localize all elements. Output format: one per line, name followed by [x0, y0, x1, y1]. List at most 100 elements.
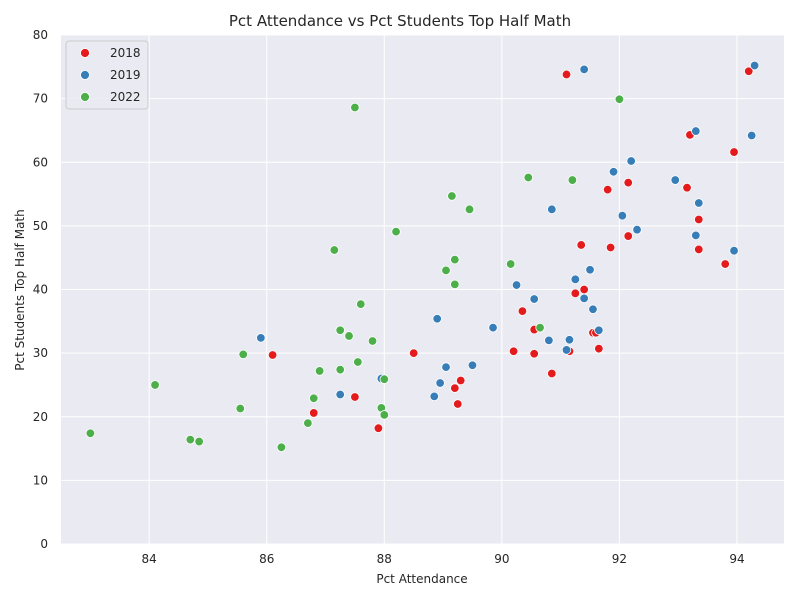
data-point-2019: [441, 362, 451, 372]
data-point-2018: [309, 408, 319, 418]
legend-label-2022: 2022: [110, 90, 141, 104]
data-point-2022: [150, 380, 160, 390]
data-point-2022: [303, 418, 313, 428]
data-point-2018: [508, 346, 519, 356]
legend-marker-2018: [80, 48, 90, 58]
y-tick-label: 50: [33, 219, 48, 233]
data-point-2018: [547, 368, 557, 379]
data-point-2019: [570, 274, 581, 285]
data-point-2018: [744, 66, 754, 76]
data-point-2019: [594, 325, 604, 335]
x-tick-label: 86: [259, 552, 274, 566]
data-point-2019: [435, 378, 445, 388]
y-tick-label: 10: [33, 473, 48, 487]
data-point-2019: [256, 333, 266, 343]
data-point-2019: [691, 126, 701, 136]
data-point-2019: [488, 322, 498, 333]
data-point-2022: [614, 94, 625, 104]
data-point-2022: [450, 279, 460, 290]
data-point-2019: [564, 335, 575, 345]
y-tick-label: 60: [33, 155, 48, 169]
data-point-2018: [623, 231, 633, 241]
data-point-2018: [373, 423, 384, 433]
data-point-2019: [467, 360, 478, 370]
data-point-2019: [608, 167, 619, 177]
data-point-2022: [447, 191, 457, 201]
data-point-2019: [529, 294, 539, 304]
y-tick-label: 80: [33, 28, 48, 42]
data-point-2018: [453, 399, 463, 409]
legend: 2018 2019 2022: [65, 40, 149, 110]
data-point-2018: [682, 182, 692, 193]
x-tick-label: 92: [612, 552, 627, 566]
x-tick-label: 90: [494, 552, 509, 566]
data-point-2019: [617, 210, 628, 221]
data-point-2022: [329, 245, 340, 255]
legend-box: [65, 40, 149, 110]
data-point-2022: [309, 393, 319, 403]
data-point-2018: [594, 343, 604, 354]
data-point-2018: [602, 184, 613, 195]
chart-title: Pct Attendance vs Pct Students Top Half …: [229, 12, 571, 30]
data-point-2022: [235, 403, 245, 414]
data-points: [85, 60, 760, 452]
data-point-2019: [746, 130, 757, 141]
data-point-2022: [344, 331, 354, 341]
data-point-2019: [511, 280, 522, 290]
data-point-2019: [429, 391, 439, 402]
data-point-2018: [579, 284, 589, 295]
data-point-2019: [632, 224, 642, 235]
data-point-2022: [85, 428, 96, 438]
data-point-2019: [547, 204, 557, 215]
data-point-2022: [505, 259, 516, 269]
data-point-2019: [670, 175, 680, 185]
data-point-2018: [576, 240, 586, 250]
data-point-2019: [694, 198, 704, 208]
grid-lines: [61, 34, 784, 545]
data-point-2019: [729, 245, 739, 256]
x-tick-label: 94: [729, 552, 744, 566]
y-tick-label: 20: [33, 410, 48, 424]
data-point-2022: [276, 442, 287, 452]
data-point-2018: [450, 383, 460, 393]
data-point-2018: [561, 69, 572, 80]
data-point-2022: [379, 374, 389, 384]
x-axis-label: Pct Attendance: [376, 572, 467, 586]
y-tick-label: 0: [40, 537, 48, 551]
data-point-2018: [350, 392, 360, 402]
data-point-2018: [694, 244, 704, 255]
data-point-2019: [749, 60, 760, 71]
data-point-2022: [391, 226, 401, 237]
y-tick-label: 40: [33, 283, 48, 297]
data-point-2022: [367, 336, 378, 346]
data-point-2019: [579, 64, 589, 75]
data-point-2019: [432, 314, 442, 324]
data-point-2022: [379, 410, 389, 420]
data-point-2019: [626, 156, 636, 166]
y-tick-label: 30: [33, 346, 48, 360]
data-point-2018: [570, 288, 581, 299]
data-point-2018: [605, 242, 616, 253]
data-point-2022: [194, 436, 204, 447]
data-point-2022: [335, 364, 345, 375]
data-point-2018: [694, 214, 704, 225]
y-tick-labels: 0 10 20 30 40 50 60 70 80: [33, 28, 48, 551]
legend-label-2019: 2019: [110, 68, 141, 82]
data-point-2022: [523, 172, 534, 183]
data-point-2022: [567, 175, 578, 185]
data-point-2022: [464, 204, 475, 215]
data-point-2018: [408, 348, 419, 358]
data-point-2022: [441, 265, 451, 276]
data-point-2022: [535, 322, 545, 333]
x-tick-labels: 84 86 88 90 92 94: [142, 552, 745, 566]
legend-marker-2022: [80, 92, 90, 102]
data-point-2019: [588, 304, 598, 314]
data-point-2019: [585, 265, 595, 275]
data-point-2018: [267, 350, 278, 360]
data-point-2022: [335, 325, 345, 335]
data-point-2022: [314, 366, 325, 376]
data-point-2018: [623, 177, 633, 188]
data-point-2019: [544, 335, 554, 346]
data-point-2019: [561, 345, 572, 355]
data-point-2018: [720, 259, 730, 269]
